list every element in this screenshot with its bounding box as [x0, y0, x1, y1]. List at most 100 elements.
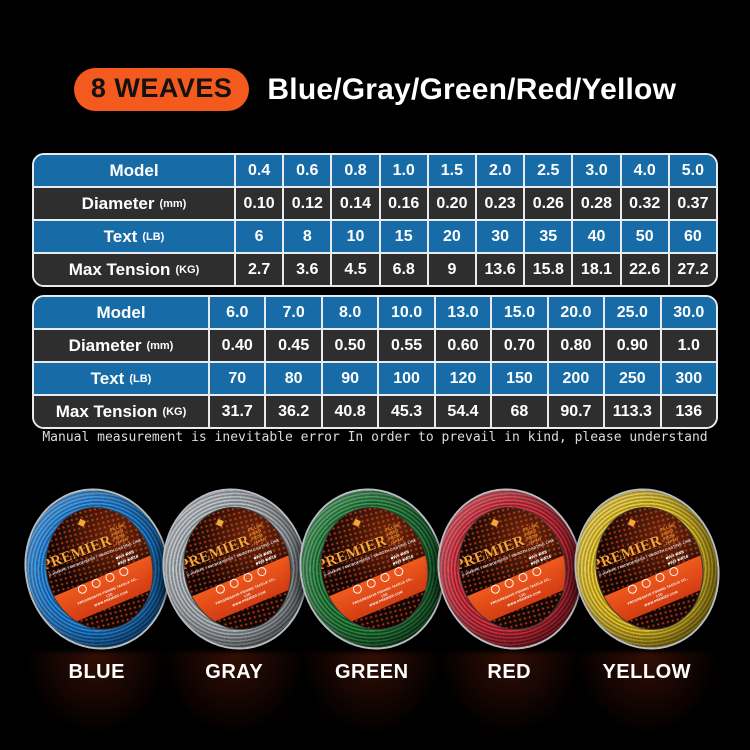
- table-cell: 0.20: [426, 188, 475, 219]
- spool-column: ◆ PREMIER PE LINE FIBER FROM JAPAN U-HMW…: [145, 472, 325, 739]
- table-cell: 113.3: [603, 396, 659, 427]
- table-cell: 35: [523, 221, 571, 252]
- table-cell: 0.55: [377, 330, 433, 361]
- spool-disc: ◆ PREMIER PE LINE FIBER FROM JAPAN U-HMW…: [7, 472, 187, 666]
- row-label: Model: [96, 302, 146, 322]
- table-row: Max Tension (KG) 2.7 3.6 4.5 6.8 9 13.6 15.8 18.1…: [34, 252, 716, 285]
- row-label: Text (LB): [103, 226, 165, 246]
- spool-disc: ◆ PREMIER PE LINE FIBER FROM JAPAN U-HMW…: [420, 472, 600, 666]
- spool-disc: ◆ PREMIER PE LINE FIBER FROM JAPAN U-HMW…: [557, 472, 737, 666]
- table-cell: 18.1: [571, 254, 619, 285]
- table-cell: 40: [571, 221, 619, 252]
- spool: ◆ PREMIER PE LINE FIBER FROM JAPAN U-HMW…: [557, 472, 737, 739]
- table-cell: 1.0: [659, 330, 716, 361]
- table-cell: 0.45: [264, 330, 320, 361]
- spool-color-name: GREEN: [334, 661, 409, 683]
- spool-color-name: BLUE: [68, 661, 125, 683]
- feature-icon: [668, 565, 681, 578]
- table-cell: 0.50: [320, 330, 377, 361]
- table-cell: 0.40: [208, 330, 264, 361]
- spool-color-name: RED: [487, 661, 532, 683]
- feature-icon: [242, 571, 255, 584]
- spool-disc: ◆ PREMIER PE LINE FIBER FROM JAPAN U-HMW…: [145, 472, 325, 666]
- table-cell: 150: [490, 363, 546, 394]
- table-cell: 70: [208, 363, 264, 394]
- table-cell: 90: [320, 363, 377, 394]
- table-cell: 3.6: [282, 254, 330, 285]
- table-cell: 2.5: [523, 155, 571, 186]
- table-cell: 0.23: [475, 188, 523, 219]
- table-cell: 80: [264, 363, 320, 394]
- header: 8 WEAVES Blue/Gray/Green/Red/Yellow: [0, 68, 750, 111]
- feature-icon: [214, 583, 227, 596]
- spool-column: ◆ PREMIER PE LINE FIBER FROM JAPAN U-HMW…: [7, 472, 187, 739]
- spool: ◆ PREMIER PE LINE FIBER FROM JAPAN U-HMW…: [7, 472, 187, 739]
- table-cell: 120: [433, 363, 490, 394]
- table-cell: 1.5: [426, 155, 475, 186]
- table-cell: 1.0: [378, 155, 427, 186]
- table-cell: 0.8: [330, 155, 378, 186]
- table-cell: 0.28: [571, 188, 619, 219]
- disclaimer-text: Manual measurement is inevitable error I…: [42, 430, 708, 445]
- table-cell: 25.0: [603, 297, 659, 328]
- table-cell: 4.0: [619, 155, 668, 186]
- table-cell: 40.8: [320, 396, 377, 427]
- row-label: Model: [109, 160, 159, 180]
- feature-icon: [503, 577, 516, 590]
- feature-icon: [627, 583, 639, 596]
- table-cell: 15: [378, 221, 427, 252]
- table-cell: 0.16: [378, 188, 427, 219]
- table-row: Model 0.4 0.6 0.8 1.0 1.5 2.0 2.5 3.0 4.0 5.0: [34, 155, 716, 186]
- table-cell: 0.60: [433, 330, 490, 361]
- feature-icon: [228, 577, 241, 590]
- table-cell: 15.8: [523, 254, 571, 285]
- table-row: Max Tension (KG) 31.7 36.2 40.8 45.3 54.4 68 90.…: [34, 394, 716, 427]
- feature-icon: [352, 583, 364, 596]
- table-cell: 6.0: [208, 297, 264, 328]
- feature-icon: [90, 577, 103, 590]
- table-cell: 15.0: [490, 297, 546, 328]
- table-cell: 0.10: [234, 188, 282, 219]
- spool-color-name: YELLOW: [602, 661, 692, 683]
- table-cell: 136: [659, 396, 716, 427]
- table-cell: 45.3: [377, 396, 433, 427]
- feature-icon: [256, 565, 268, 578]
- table-cell: 0.70: [490, 330, 546, 361]
- spool-disc: ◆ PREMIER PE LINE FIBER FROM JAPAN U-HMW…: [282, 472, 462, 666]
- table-cell: 13.0: [433, 297, 490, 328]
- feature-icon: [489, 583, 502, 596]
- table-row: Diameter (mm) 0.10 0.12 0.14 0.16 0.20 0.23 0.26…: [34, 186, 716, 219]
- feature-icon: [379, 571, 392, 584]
- table-cell: 27.2: [667, 254, 716, 285]
- table-cell: 200: [546, 363, 603, 394]
- table-cell: 20.0: [546, 297, 603, 328]
- table-cell: 2.7: [234, 254, 282, 285]
- spool: ◆ PREMIER PE LINE FIBER FROM JAPAN U-HMW…: [282, 472, 462, 739]
- feature-icon: [365, 577, 378, 590]
- row-label: Diameter (mm): [81, 193, 187, 213]
- table-row: Text (LB) 6 8 10 15 20 30 35 40 50 60: [34, 219, 716, 252]
- spools-row: ◆ PREMIER PE LINE FIBER FROM JAPAN U-HMW…: [7, 472, 750, 739]
- table-cell: 6.8: [378, 254, 427, 285]
- table-row: Text (LB) 70 80 90 100 120 150 200 250 300: [34, 361, 716, 394]
- table-cell: 0.37: [667, 188, 716, 219]
- table-cell: 50: [619, 221, 668, 252]
- feature-icon: [393, 565, 406, 578]
- table-cell: 10.0: [377, 297, 433, 328]
- feature-icon: [104, 571, 117, 584]
- row-label: Max Tension (KG): [55, 401, 187, 421]
- table-cell: 9: [426, 254, 475, 285]
- table-cell: 0.90: [603, 330, 659, 361]
- table-cell: 13.6: [475, 254, 523, 285]
- table-cell: 20: [426, 221, 475, 252]
- table-cell: 90.7: [546, 396, 603, 427]
- table-cell: 30.0: [659, 297, 716, 328]
- table-row: Diameter (mm) 0.40 0.45 0.50 0.55 0.60 0.70 0.80…: [34, 328, 716, 361]
- table-cell: 0.4: [234, 155, 282, 186]
- table-cell: 0.80: [546, 330, 603, 361]
- table-cell: 0.12: [282, 188, 330, 219]
- table-row: Model 6.0 7.0 8.0 10.0 13.0 15.0 20.0 25.0 30.0: [34, 297, 716, 328]
- table-cell: 8.0: [320, 297, 377, 328]
- color-list-title: Blue/Gray/Green/Red/Yellow: [267, 72, 677, 106]
